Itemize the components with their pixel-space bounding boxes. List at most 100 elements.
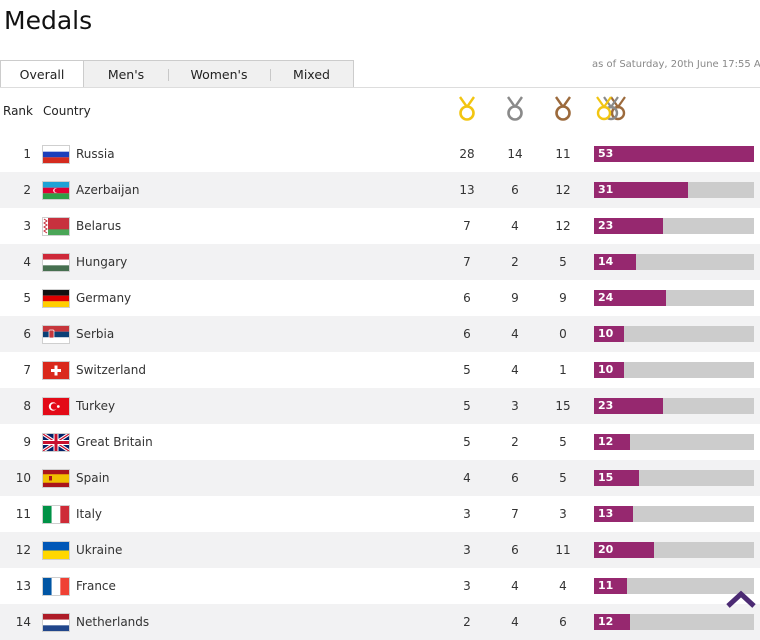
table-row: 5 Germany 6 9 9 24: [0, 280, 760, 316]
ukraine-flag-icon: [43, 542, 69, 559]
gold-count: 5: [463, 399, 471, 413]
rank-cell: 7: [23, 363, 31, 377]
total-bar-fill: [594, 398, 664, 414]
total-count: 20: [598, 543, 614, 556]
total-bar: 13: [594, 506, 754, 522]
gold-count: 28: [459, 147, 475, 161]
bronze-medal-icon: [553, 96, 573, 126]
silver-count: 4: [511, 615, 519, 629]
tab-mens[interactable]: Men's: [84, 60, 168, 88]
tab-mixed[interactable]: Mixed: [270, 60, 354, 88]
table-row: 6 Serbia 6 4 0 10: [0, 316, 760, 352]
bronze-count: 1: [559, 363, 567, 377]
table-row: 2 Azerbaijan 13 6 12 31: [0, 172, 760, 208]
rank-cell: 6: [23, 327, 31, 341]
silver-count: 6: [511, 543, 519, 557]
total-count: 13: [598, 507, 614, 520]
table-row: 14 Netherlands 2 4 6 12: [0, 604, 760, 640]
total-bar: 12: [594, 434, 754, 450]
country-header: Country: [43, 104, 91, 118]
country-cell: Hungary: [76, 255, 128, 269]
gold-count: 4: [463, 471, 471, 485]
total-bar-fill: [594, 542, 655, 558]
total-bar-fill: [594, 218, 664, 234]
bronze-count: 15: [555, 399, 571, 413]
total-bar-fill: [594, 254, 637, 270]
table-row: 10 Spain 4 6 5 15: [0, 460, 760, 496]
table-row: 4 Hungary 7 2 5 14: [0, 244, 760, 280]
bronze-count: 5: [559, 435, 567, 449]
bronze-count: 0: [559, 327, 567, 341]
bronze-count: 4: [559, 579, 567, 593]
serbia-flag-icon: [43, 326, 69, 343]
germany-flag-icon: [43, 290, 69, 307]
gold-count: 2: [463, 615, 471, 629]
tab-womens[interactable]: Women's: [168, 60, 270, 88]
country-cell: Azerbaijan: [76, 183, 140, 197]
total-count: 14: [598, 255, 614, 268]
total-count: 10: [598, 327, 614, 340]
country-cell: Netherlands: [76, 615, 150, 629]
bronze-count: 5: [559, 471, 567, 485]
silver-count: 3: [511, 399, 519, 413]
total-count: 53: [598, 147, 614, 160]
total-bar: 31: [594, 182, 754, 198]
country-cell: Turkey: [76, 399, 116, 413]
total-bar: 12: [594, 614, 754, 630]
total-bar-fill: [594, 614, 631, 630]
gold-count: 3: [463, 579, 471, 593]
bronze-count: 11: [555, 543, 571, 557]
silver-count: 2: [511, 435, 519, 449]
rank-cell: 13: [15, 579, 31, 593]
bronze-count: 5: [559, 255, 567, 269]
france-flag-icon: [43, 578, 69, 595]
total-count: 31: [598, 183, 614, 196]
total-count: 24: [598, 291, 614, 304]
rank-cell: 5: [23, 291, 31, 305]
spain-flag-icon: [43, 470, 69, 487]
total-bar: 24: [594, 290, 754, 306]
total-bar-fill: [594, 146, 754, 162]
total-bar-fill: [594, 182, 688, 198]
table-row: 1 Russia 28 14 11 53: [0, 136, 760, 172]
total-medals-icon: [594, 96, 634, 126]
total-bar-fill: [594, 326, 625, 342]
gold-count: 7: [463, 255, 471, 269]
table-row: 12 Ukraine 3 6 11 20: [0, 532, 760, 568]
country-cell: Italy: [76, 507, 103, 521]
total-count: 23: [598, 219, 614, 232]
gold-count: 6: [463, 327, 471, 341]
silver-medal-icon: [505, 96, 525, 126]
total-bar: 14: [594, 254, 754, 270]
rank-cell: 8: [23, 399, 31, 413]
rank-cell: 2: [23, 183, 31, 197]
turkey-flag-icon: [43, 398, 69, 415]
russia-flag-icon: [43, 146, 69, 163]
silver-count: 4: [511, 579, 519, 593]
silver-count: 2: [511, 255, 519, 269]
rank-cell: 12: [15, 543, 31, 557]
total-count: 23: [598, 399, 614, 412]
total-bar: 10: [594, 362, 754, 378]
country-cell: Great Britain: [76, 435, 153, 449]
medal-table: 1 Russia 28 14 11 53 2 Azerbaijan 13 6 12 31 3 Belaru…: [0, 136, 760, 640]
total-bar: 53: [594, 146, 754, 162]
tab-overall[interactable]: Overall: [0, 60, 84, 88]
scroll-to-top-icon[interactable]: [724, 586, 758, 612]
rank-cell: 4: [23, 255, 31, 269]
table-row: 8 Turkey 5 3 15 23: [0, 388, 760, 424]
gold-count: 5: [463, 435, 471, 449]
bronze-count: 11: [555, 147, 571, 161]
rank-cell: 14: [15, 615, 31, 629]
gold-count: 13: [459, 183, 475, 197]
silver-count: 9: [511, 291, 519, 305]
total-count: 12: [598, 435, 614, 448]
belarus-flag-icon: [43, 218, 69, 235]
azerbaijan-flag-icon: [43, 182, 69, 199]
silver-count: 6: [511, 471, 519, 485]
switzerland-flag-icon: [43, 362, 69, 379]
silver-count: 7: [511, 507, 519, 521]
country-cell: Switzerland: [76, 363, 146, 377]
bronze-count: 9: [559, 291, 567, 305]
silver-count: 14: [507, 147, 523, 161]
